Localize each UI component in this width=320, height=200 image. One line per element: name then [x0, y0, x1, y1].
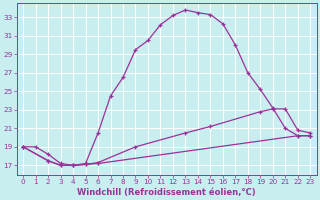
X-axis label: Windchill (Refroidissement éolien,°C): Windchill (Refroidissement éolien,°C)	[77, 188, 256, 197]
